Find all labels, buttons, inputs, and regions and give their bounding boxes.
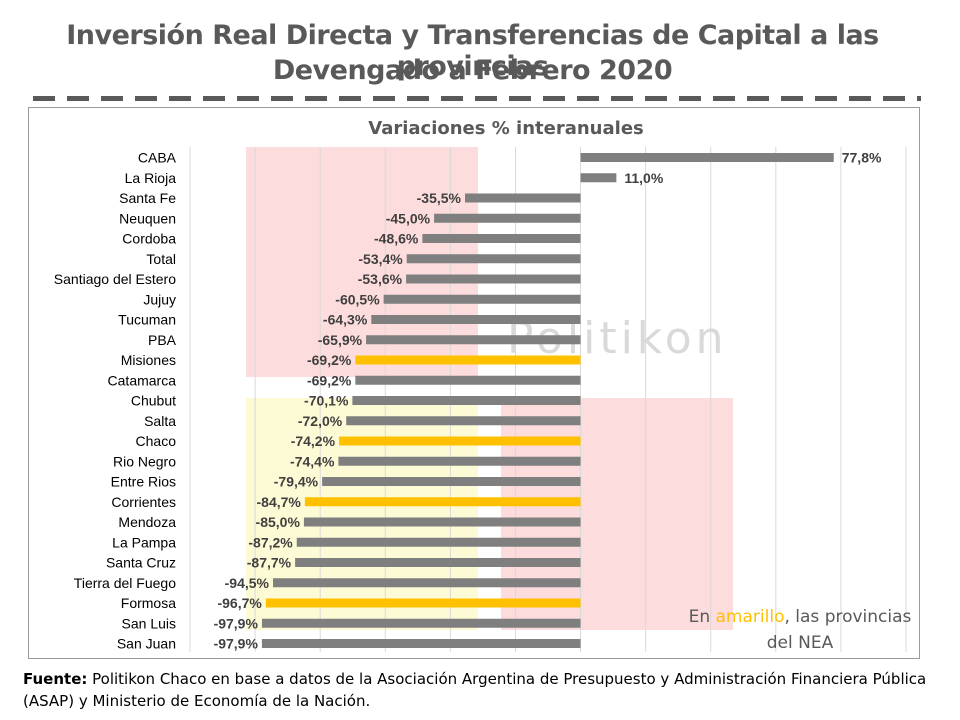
value-label: -53,6%: [358, 271, 403, 287]
value-label: 11,0%: [624, 170, 663, 186]
value-label: -94,5%: [225, 575, 270, 591]
category-label: San Juan: [117, 636, 176, 652]
source-text: Politikon Chaco en base a datos de la As…: [23, 670, 927, 710]
bar: [303, 517, 581, 527]
category-label: Corrientes: [111, 494, 176, 510]
bar: [434, 213, 581, 223]
source-label: Fuente:: [23, 670, 88, 688]
note-line2: del NEA: [766, 633, 834, 653]
category-label: Santiago del Estero: [54, 271, 176, 287]
bar: [322, 477, 581, 486]
value-label: -97,9%: [214, 636, 259, 652]
value-label: -35,5%: [417, 190, 462, 206]
value-label: -64,3%: [323, 312, 368, 328]
bar: [296, 537, 581, 547]
category-label: Santa Cruz: [106, 555, 176, 571]
value-label: -97,9%: [214, 615, 259, 631]
category-label: PBA: [148, 332, 177, 348]
category-label: La Rioja: [125, 170, 177, 186]
category-label: Salta: [144, 413, 176, 429]
bar: [422, 234, 581, 243]
value-label: 77,8%: [842, 150, 882, 166]
bar: [371, 315, 581, 324]
bar: [295, 558, 581, 567]
category-label: Rio Negro: [113, 453, 176, 469]
category-label: San Luis: [122, 615, 176, 631]
background-block-pink-bottom: [501, 398, 733, 630]
value-label: -70,1%: [304, 393, 349, 409]
value-label: -53,4%: [358, 251, 403, 267]
chart-title: Variaciones % interanuales: [368, 118, 643, 139]
bar: [304, 497, 581, 507]
value-label: -48,6%: [374, 231, 419, 247]
source-note: Fuente: Politikon Chaco en base a datos …: [23, 668, 943, 712]
bar: [338, 456, 581, 466]
bar: [352, 396, 581, 405]
value-label: -74,4%: [290, 453, 335, 469]
bar: [383, 294, 581, 304]
note-rest: , las provincias: [784, 607, 912, 627]
category-label: Misiones: [121, 352, 176, 368]
value-label: -65,9%: [318, 332, 363, 348]
category-label: Mendoza: [118, 514, 176, 530]
bar: [355, 375, 581, 385]
bar: [261, 618, 581, 628]
category-label: Tucuman: [118, 312, 176, 328]
category-label: Santa Fe: [119, 190, 176, 206]
value-label: -69,2%: [307, 372, 352, 388]
bar: [261, 639, 581, 648]
nea-note: En amarillo, las provincias del NEA: [680, 604, 920, 656]
value-label: -45,0%: [386, 210, 431, 226]
bar: [406, 254, 581, 264]
category-label: Entre Rios: [111, 474, 176, 490]
category-label: Chubut: [131, 393, 176, 409]
category-label: Formosa: [121, 595, 176, 611]
bar: [339, 436, 581, 446]
category-label: Cordoba: [122, 231, 176, 247]
bar: [346, 416, 581, 426]
page-title: Inversión Real Directa y Transferencias …: [66, 20, 879, 82]
bar: [465, 193, 581, 203]
bar: [580, 173, 617, 183]
value-label: -87,7%: [247, 555, 292, 571]
bar: [355, 355, 581, 365]
note-prefix: En: [688, 607, 716, 627]
bar: [406, 274, 581, 284]
note-highlight: amarillo: [715, 607, 785, 627]
page-subtitle: Devengado a Febrero 2020: [272, 55, 673, 86]
category-label: Total: [146, 251, 176, 267]
value-label: -84,7%: [257, 494, 302, 510]
category-label: Catamarca: [108, 372, 177, 388]
category-label: Jujuy: [143, 291, 176, 307]
chart-frame: [28, 107, 920, 659]
category-label: Neuquen: [119, 210, 176, 226]
category-label: CABA: [138, 150, 177, 166]
value-label: -87,2%: [248, 534, 293, 550]
value-label: -74,2%: [291, 433, 336, 449]
bar: [580, 153, 834, 162]
category-label: Chaco: [136, 433, 177, 449]
bar: [272, 578, 581, 588]
category-label: La Pampa: [112, 534, 176, 550]
value-label: -96,7%: [217, 595, 262, 611]
value-label: -60,5%: [335, 291, 380, 307]
value-label: -85,0%: [256, 514, 301, 530]
value-label: -69,2%: [307, 352, 352, 368]
bar: [366, 335, 581, 345]
category-label: Tierra del Fuego: [74, 575, 176, 591]
value-label: -79,4%: [274, 474, 319, 490]
bar: [265, 598, 581, 608]
value-label: -72,0%: [298, 413, 343, 429]
dashed-divider: [33, 96, 921, 101]
